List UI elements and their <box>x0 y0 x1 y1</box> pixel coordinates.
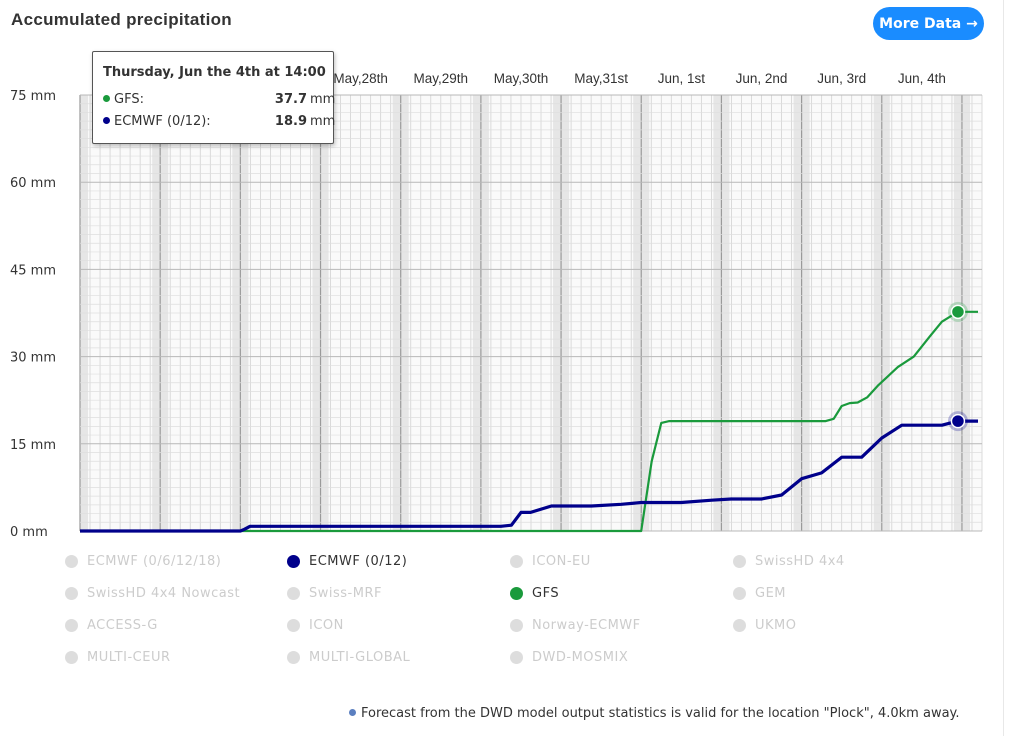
legend-dot-icon <box>510 555 523 568</box>
y-tick-label: 0 mm <box>10 525 48 540</box>
chart-tooltip: Thursday, Jun the 4th at 14:00 GFS: 37.7… <box>92 51 335 144</box>
legend-label: Norway-ECMWF <box>532 618 641 633</box>
chart-grid <box>79 94 983 532</box>
legend-item-gem[interactable]: GEM <box>733 586 786 601</box>
y-tick-label: 45 mm <box>10 263 56 278</box>
legend-label: ECMWF (0/6/12/18) <box>87 554 222 569</box>
legend-dot-icon <box>733 619 746 632</box>
series-line-gfs <box>80 310 978 533</box>
tooltip-row-ecmwf: ECMWF (0/12): 18.9 mm <box>103 114 335 129</box>
legend-label: SwissHD 4x4 <box>755 554 845 569</box>
legend-dot-icon <box>287 619 300 632</box>
tooltip-label: ECMWF (0/12): <box>114 114 211 129</box>
gfs-dot-icon <box>103 95 110 102</box>
legend-dot-icon <box>287 587 300 600</box>
legend-label: ICON-EU <box>532 554 591 569</box>
page-title: Accumulated precipitation <box>11 10 232 29</box>
footnote: Forecast from the DWD model output stati… <box>349 706 960 721</box>
legend-item-ecmwf-0-12[interactable]: ECMWF (0/12) <box>287 554 407 569</box>
y-tick-label: 30 mm <box>10 351 56 366</box>
precipitation-chart: 0 mm 15 mm 30 mm 45 mm 60 mm 75 mm May,28th May… <box>10 71 983 540</box>
x-tick-label: Jun, 1st <box>658 71 706 86</box>
legend-label: Swiss-MRF <box>309 586 382 601</box>
legend-label: MULTI-GLOBAL <box>309 650 411 665</box>
legend-dot-icon <box>287 651 300 664</box>
info-dot-icon <box>349 709 356 716</box>
marker-point-gfs <box>950 304 966 320</box>
y-tick-label: 75 mm <box>10 89 56 104</box>
y-tick-label: 60 mm <box>10 176 56 191</box>
marker-point-ecmwf-0-12- <box>950 413 966 429</box>
tooltip-value: 37.7 <box>274 92 307 107</box>
legend-dot-icon <box>733 587 746 600</box>
legend-item-swisshd-4x4-nowcast[interactable]: SwissHD 4x4 Nowcast <box>65 586 240 601</box>
legend-dot-icon <box>733 555 746 568</box>
x-tick-label: May,31st <box>574 71 628 86</box>
legend-dot-icon <box>65 619 78 632</box>
legend-dot-icon <box>65 587 78 600</box>
footnote-text: Forecast from the DWD model output stati… <box>361 706 960 721</box>
legend-label: ICON <box>309 618 344 633</box>
legend-item-gfs[interactable]: GFS <box>510 586 559 601</box>
x-tick-label: May,28th <box>333 71 388 86</box>
divider <box>1003 0 1004 736</box>
tooltip-row-gfs: GFS: 37.7 mm <box>103 92 335 107</box>
more-data-button[interactable]: More Data → <box>873 7 984 40</box>
legend-item-multi-global[interactable]: MULTI-GLOBAL <box>287 650 410 665</box>
legend-item-multi-ceur[interactable]: MULTI-CEUR <box>65 650 171 665</box>
legend-label: SwissHD 4x4 Nowcast <box>87 586 241 601</box>
legend-label: DWD-MOSMIX <box>532 650 629 665</box>
series-line-ecmwf-0-12- <box>80 419 978 533</box>
legend-item-access-g[interactable]: ACCESS-G <box>65 618 158 633</box>
legend-dot-icon <box>510 587 523 600</box>
ecmwf-dot-icon <box>103 117 110 124</box>
y-tick-label: 15 mm <box>10 438 56 453</box>
legend-item-norway-ecmwf[interactable]: Norway-ECMWF <box>510 618 641 633</box>
legend-item-dwd-mosmix[interactable]: DWD-MOSMIX <box>510 650 628 665</box>
legend-dot-icon <box>510 619 523 632</box>
legend-dot-icon <box>510 651 523 664</box>
x-tick-label: Jun, 2nd <box>736 71 788 86</box>
x-tick-label: Jun, 4th <box>898 71 946 86</box>
x-tick-label: May,29th <box>414 71 469 86</box>
legend-item-ukmo[interactable]: UKMO <box>733 618 797 633</box>
legend-item-ecmwf-0-6-12-18[interactable]: ECMWF (0/6/12/18) <box>65 554 221 569</box>
tooltip-unit: mm <box>310 92 336 107</box>
x-tick-label: May,30th <box>494 71 549 86</box>
legend-item-swisshd-4x4[interactable]: SwissHD 4x4 <box>733 554 845 569</box>
tooltip-label: GFS: <box>114 92 144 107</box>
legend-item-icon[interactable]: ICON <box>287 618 344 633</box>
legend-dot-icon <box>65 555 78 568</box>
legend-label: GFS <box>532 586 560 601</box>
legend-item-icon-eu[interactable]: ICON-EU <box>510 554 591 569</box>
tooltip-title: Thursday, Jun the 4th at 14:00 <box>103 65 326 80</box>
legend-item-swiss-mrf[interactable]: Swiss-MRF <box>287 586 382 601</box>
legend-label: ECMWF (0/12) <box>309 554 408 569</box>
tooltip-unit: mm <box>310 114 336 129</box>
legend-label: ACCESS-G <box>87 618 158 633</box>
legend-label: UKMO <box>755 618 797 633</box>
legend-dot-icon <box>287 555 300 568</box>
legend-dot-icon <box>65 651 78 664</box>
tooltip-value: 18.9 <box>274 114 307 129</box>
legend-label: GEM <box>755 586 787 601</box>
legend-label: MULTI-CEUR <box>87 650 171 665</box>
x-tick-label: Jun, 3rd <box>817 71 866 86</box>
